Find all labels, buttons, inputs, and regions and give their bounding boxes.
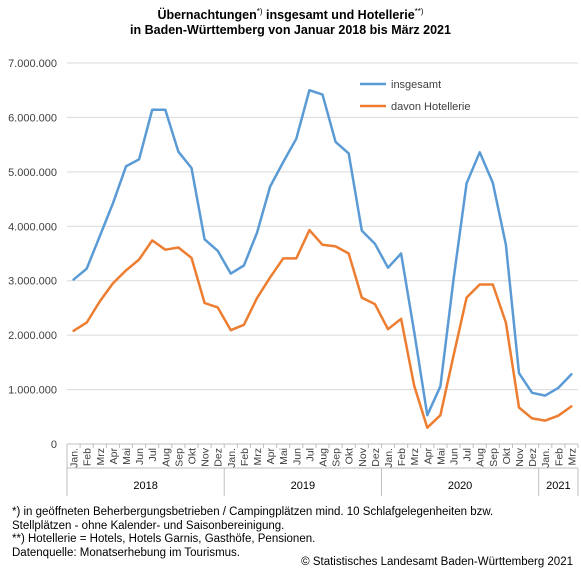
x-tick-label: Mai — [278, 448, 290, 465]
x-tick-label: Sep — [488, 448, 500, 467]
footnote-1: *) in geöffneten Beherbergungsbetrieben … — [12, 506, 494, 518]
x-tick-label: Apr — [265, 448, 277, 465]
x-tick-label: Apr — [422, 448, 434, 465]
y-tick-label: 1.000.000 — [8, 385, 57, 397]
footnote-3: **) Hotellerie = Hotels, Hotels Garnis, … — [12, 533, 316, 545]
copyright: © Statistisches Landesamt Baden-Württemb… — [301, 556, 573, 568]
y-tick-label: 2.000.000 — [8, 330, 57, 342]
title-footnote-mark-2: **) — [414, 7, 424, 16]
x-tick-label: Jun — [449, 448, 461, 465]
x-tick-label: Feb — [396, 448, 408, 466]
y-tick-label: 4.000.000 — [8, 221, 57, 233]
x-tick-label: Nov — [200, 447, 212, 466]
year-label: 2018 — [133, 480, 157, 492]
x-tick-label: Dez — [370, 448, 382, 467]
x-tick-label: Feb — [553, 448, 565, 466]
x-tick-label: Jun — [291, 448, 303, 465]
y-tick-label: 7.000.000 — [8, 58, 57, 70]
line-chart: 0 1.000.000 2.000.000 3.000.000 4.000.000 5.0… — [8, 58, 579, 496]
x-tick-label: Sep — [173, 448, 185, 467]
x-tick-label: Aug — [475, 448, 487, 467]
x-tick-label: Jul — [462, 448, 474, 461]
chart-title-line2: in Baden-Württemberg von Januar 2018 bis… — [130, 23, 451, 38]
x-tick-label: Jul — [304, 448, 316, 461]
x-tick-label: Apr — [108, 448, 120, 465]
year-label: 2019 — [291, 480, 315, 492]
x-tick-label: Okt — [186, 448, 198, 464]
x-tick-label: Jan. — [540, 448, 552, 468]
x-tick-label: Jul — [147, 448, 159, 461]
x-tick-label: Jun — [134, 448, 146, 465]
y-tick-label: 3.000.000 — [8, 276, 57, 288]
chart-title: Übernachtungen*) insgesamt und Hotelleri… — [0, 4, 581, 38]
year-label: 2020 — [448, 480, 472, 492]
x-tick-label: Aug — [318, 448, 330, 467]
y-tick-label: 5.000.000 — [8, 167, 57, 179]
x-tick-label: Okt — [344, 448, 356, 464]
x-tick-label: Jan. — [226, 448, 238, 468]
x-tick-label: Feb — [239, 448, 251, 466]
x-tick-label: Mai — [435, 448, 447, 465]
series-line-2 — [72, 228, 573, 429]
x-tick-label: Jan. — [69, 448, 81, 468]
legend-label: davon Hotellerie — [391, 101, 471, 113]
x-tick-label: Jan. — [383, 448, 395, 468]
title-text-c: insgesamt und Hotellerie — [262, 8, 415, 23]
x-tick-label: Mai — [121, 448, 133, 465]
x-tick-label: Feb — [82, 448, 94, 466]
footnote-4: Datenquelle: Monatserhebung im Tourismus… — [12, 546, 240, 559]
title-text-a: Übernachtungen — [157, 8, 257, 23]
x-tick-label: Dez — [213, 448, 225, 467]
chart-title-line1: Übernachtungen*) insgesamt und Hotelleri… — [0, 4, 581, 23]
x-tick-label: Mrz — [252, 448, 264, 466]
footnote-2: Stellplätzen - ohne Kalender- und Saison… — [12, 519, 285, 532]
series-line-1 — [72, 88, 573, 417]
x-tick-label: Sep — [331, 448, 343, 467]
x-tick-label: Mrz — [95, 448, 107, 466]
title-footnote-mark-1: *) — [256, 7, 263, 16]
x-tick-label: Mrz — [409, 448, 421, 466]
x-tick-label: Nov — [514, 447, 526, 466]
x-tick-label: Mrz — [566, 448, 578, 466]
x-tick-label: Aug — [160, 448, 172, 467]
legend-label: insgesamt — [391, 79, 441, 91]
footnotes: *) in geöffneten Beherbergungsbetrieben … — [12, 506, 493, 560]
y-tick-label: 0 — [51, 439, 57, 451]
x-tick-label: Dez — [527, 448, 539, 467]
year-label: 2021 — [546, 480, 570, 492]
x-tick-label: Okt — [501, 448, 513, 464]
y-tick-label: 6.000.000 — [8, 112, 57, 124]
x-tick-label: Nov — [357, 447, 369, 466]
